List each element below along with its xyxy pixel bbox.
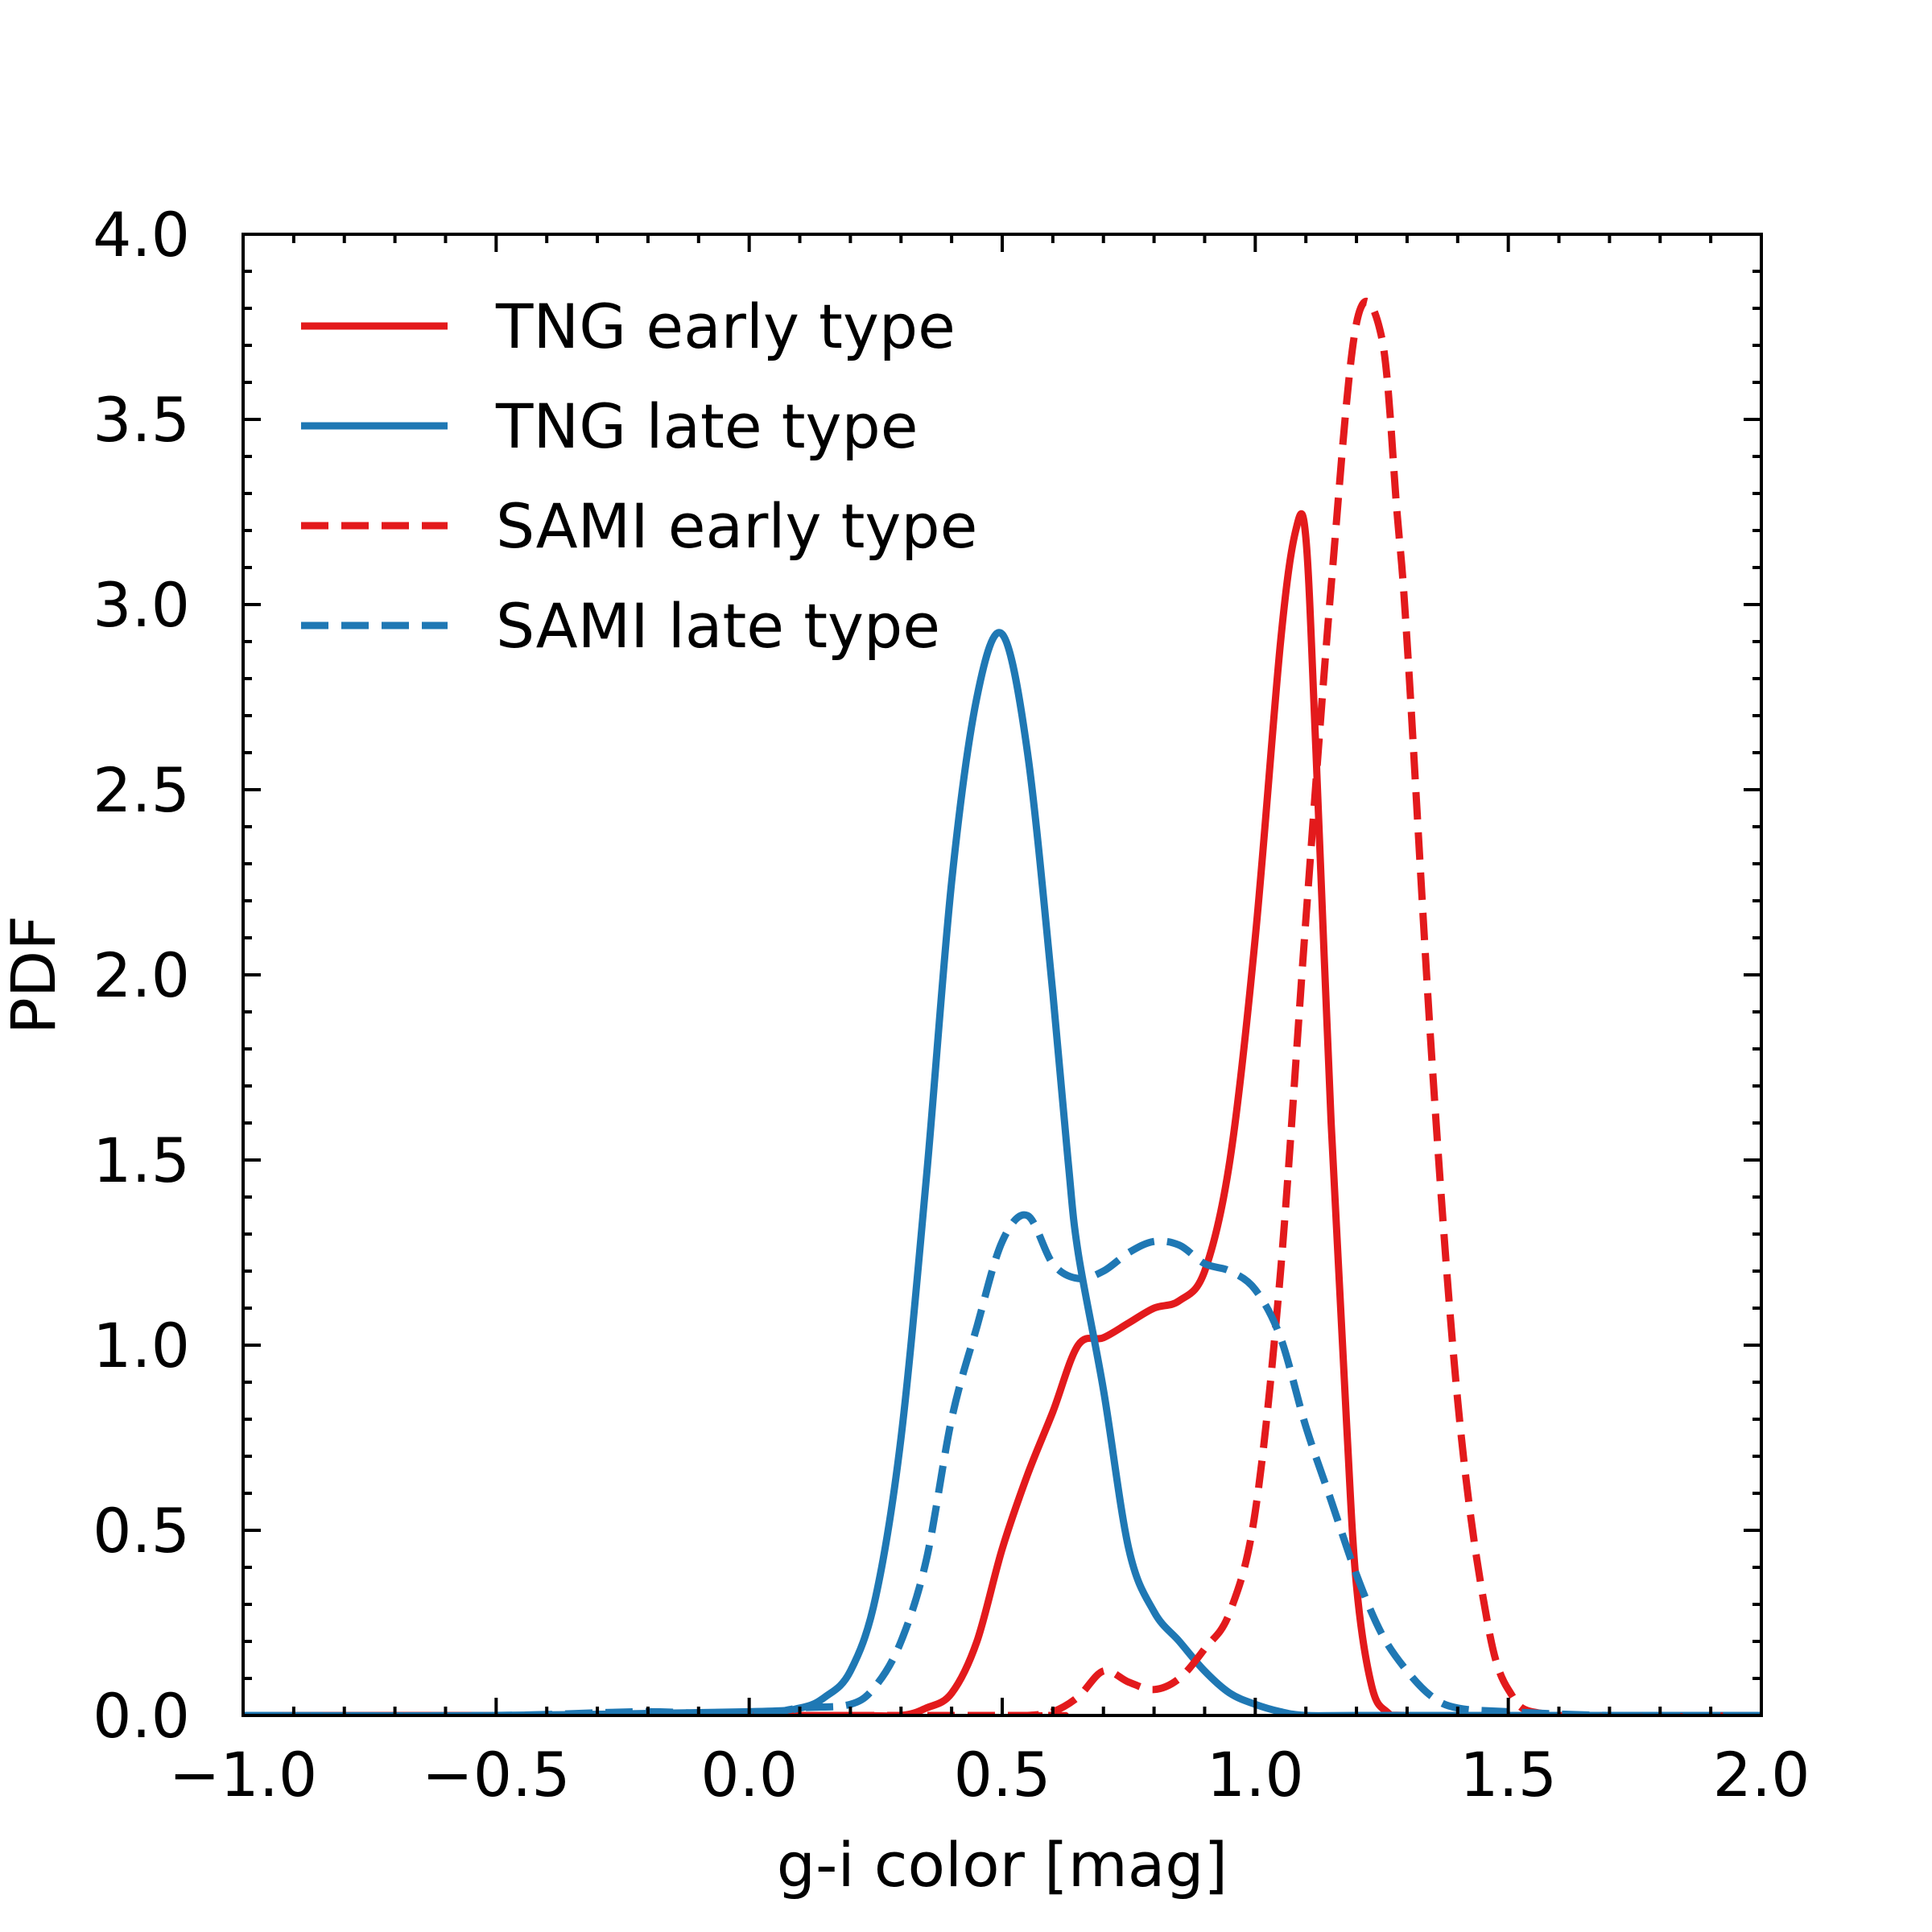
legend-label-tng-early-type: TNG early type bbox=[495, 291, 956, 362]
series-line-sami-late-type bbox=[243, 1211, 1761, 1715]
y-tick-label: 2.0 bbox=[93, 939, 190, 1011]
x-tick-label: 2.0 bbox=[1713, 1739, 1810, 1810]
legend: TNG early type TNG late type SAMI early ty… bbox=[301, 291, 977, 662]
y-tick-label: 0.0 bbox=[93, 1680, 190, 1752]
x-tick-label: −1.0 bbox=[169, 1739, 318, 1810]
x-tick-label: 0.5 bbox=[954, 1739, 1051, 1810]
axis-tick-labels: −1.0 −0.5 0.0 0.5 1.0 1.5 2.0 0.0 0.5 1.0 1.5 2.0 2.… bbox=[93, 199, 1810, 1810]
series-line-sami-early-type bbox=[243, 298, 1761, 1715]
x-axis-label: g-i color [mag] bbox=[777, 1829, 1228, 1901]
legend-label-sami-late-type: SAMI late type bbox=[496, 590, 940, 662]
plot-frame bbox=[242, 233, 1763, 1717]
y-tick-label: 1.0 bbox=[93, 1310, 190, 1381]
y-tick-label: 2.5 bbox=[93, 754, 190, 826]
y-tick-label: 3.0 bbox=[93, 569, 190, 641]
legend-label-tng-late-type: TNG late type bbox=[495, 390, 919, 462]
legend-label-sami-early-type: SAMI early type bbox=[496, 490, 977, 562]
x-tick-label: 1.5 bbox=[1459, 1739, 1557, 1810]
x-tick-label: 0.0 bbox=[700, 1739, 798, 1810]
y-tick-label: 4.0 bbox=[93, 199, 190, 270]
x-tick-label: 1.0 bbox=[1207, 1739, 1304, 1810]
y-tick-label: 0.5 bbox=[93, 1495, 190, 1567]
y-axis-label: PDF bbox=[0, 915, 69, 1034]
x-tick-label: −0.5 bbox=[422, 1739, 571, 1810]
y-tick-label: 1.5 bbox=[93, 1125, 190, 1196]
y-tick-label: 3.5 bbox=[93, 384, 190, 456]
